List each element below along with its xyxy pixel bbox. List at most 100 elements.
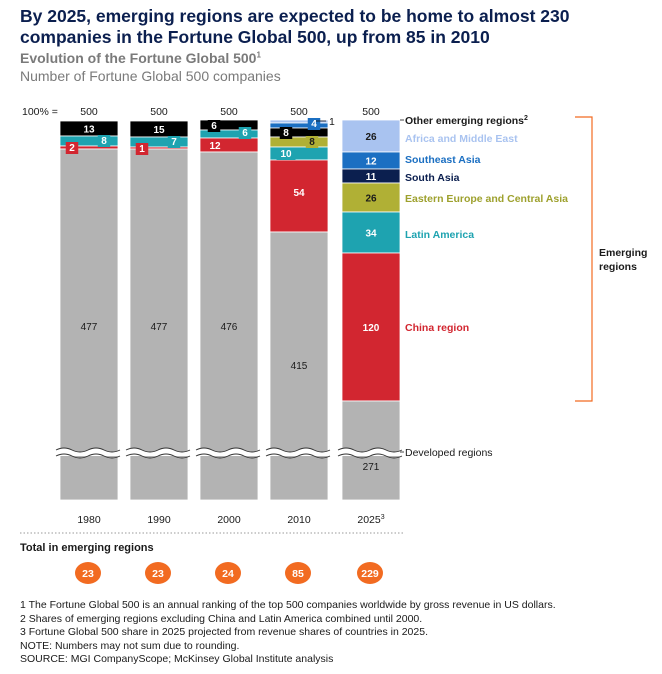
- value-label-1980-1: 2: [69, 143, 75, 154]
- category-sup-2025: 3: [381, 514, 385, 521]
- value-label-2010-2: 10: [280, 149, 292, 160]
- emerging-total-value-2010: 85: [292, 568, 304, 580]
- value-label-2025-0: 271: [363, 462, 380, 473]
- bracket-label-line-2: regions: [599, 261, 637, 273]
- chart-subtitle: Evolution of the Fortune Global 5001: [20, 50, 261, 66]
- value-label-1990-1: 1: [139, 144, 145, 155]
- value-badge-2000-2: [238, 127, 252, 139]
- series-label-1: China region: [405, 322, 469, 334]
- stacked-bar-chart: 100% = 5001382477198023500157147719902350…: [20, 106, 647, 584]
- value-label-2025-5: 12: [365, 157, 377, 168]
- axis-break-line-bottom-2010: [265, 453, 331, 459]
- series-label-4: South Asia: [405, 172, 460, 184]
- emerging-totals-title: Total in emerging regions: [20, 542, 154, 554]
- value-label-2000-7: 6: [211, 121, 217, 132]
- footnote-note: NOTE: Numbers may not sum due to roundin…: [20, 639, 240, 652]
- series-label-5: Southeast Asia: [405, 154, 481, 166]
- bar-segment-2010-3: [269, 136, 329, 148]
- footnote-source: SOURCE: MGI CompanyScope; McKinsey Globa…: [20, 653, 334, 666]
- series-label-3: Eastern Europe and Central Asia: [405, 193, 568, 205]
- value-label-2025-1: 120: [363, 323, 380, 334]
- axis-break-line-bottom-2025: [337, 453, 403, 459]
- value-badge-2010-7: [279, 127, 293, 139]
- value-badge-1980-2: [97, 135, 111, 147]
- emerging-bracket: [575, 116, 593, 402]
- emerging-total-value-1990: 23: [152, 568, 164, 580]
- series-label-0: Developed regions: [405, 447, 493, 459]
- value-label-2025-4: 11: [366, 172, 377, 183]
- footnote-3: 3 Fortune Global 500 share in 2025 proje…: [20, 626, 428, 639]
- category-label-2000: 2000: [217, 514, 241, 526]
- bar-segment-2010-1: [269, 159, 329, 233]
- value-label-1990-7: 15: [153, 125, 165, 136]
- value-label-1980-7: 13: [83, 125, 95, 136]
- footnote-2: 2 Shares of emerging regions excluding C…: [20, 612, 423, 625]
- emerging-total-circle-1980: [75, 562, 101, 584]
- value-label-2010-0: 415: [291, 361, 308, 372]
- axis-break-line-top-1980: [55, 447, 121, 453]
- emerging-total-circle-1990: [145, 562, 171, 584]
- bar-total-1990: 500: [150, 106, 168, 118]
- value-badge-2010-2: [276, 148, 296, 160]
- value-badge-1990-2: [167, 136, 181, 148]
- emerging-total-value-2000: 24: [222, 568, 234, 580]
- hundred-percent-label: 100% =: [22, 106, 58, 118]
- axis-break-line-bottom-1990: [125, 453, 191, 459]
- axis-break-gap-1980: [56, 448, 122, 456]
- bar-segment-2025-1: [341, 252, 401, 402]
- value-label-1990-0: 477: [151, 322, 168, 333]
- value-badge-2010-3: [305, 136, 319, 148]
- footnotes: 1 The Fortune Global 500 is an annual ra…: [20, 599, 556, 667]
- value-badge-2000-7: [207, 120, 221, 132]
- category-label-2025: 20253: [357, 514, 384, 526]
- bar-total-2010: 500: [290, 106, 308, 118]
- footnote-1: 1 The Fortune Global 500 is an annual ra…: [20, 599, 556, 611]
- value-label-1990-2: 7: [171, 137, 177, 148]
- bracket-label-line-1: Emerging: [599, 247, 647, 259]
- bar-total-2025: 500: [362, 106, 380, 118]
- value-label-2010-7: 8: [283, 128, 289, 139]
- value-label-2025-3: 26: [365, 194, 377, 205]
- series-label-2: Latin America: [405, 229, 474, 241]
- category-label-2010: 2010: [287, 514, 311, 526]
- emerging-total-value-1980: 23: [82, 568, 94, 580]
- value-label-2010-5: 4: [311, 119, 317, 130]
- axis-break-gap-2010: [266, 448, 332, 456]
- chart-title: By 2025, emerging regions are expected t…: [20, 6, 570, 47]
- series-label-sup-7: 2: [524, 115, 528, 122]
- category-label-1990: 1990: [147, 514, 171, 526]
- bar-segment-2025-3: [341, 182, 401, 213]
- value-label-2010-1: 54: [293, 188, 305, 199]
- value-label-2010-3: 8: [309, 137, 315, 148]
- emerging-total-value-2025: 229: [361, 568, 379, 580]
- value-label-2000-0: 476: [221, 322, 238, 333]
- axis-break-gap-1990: [126, 448, 192, 456]
- axis-break-line-bottom-1980: [55, 453, 121, 459]
- bar-segment-1980-0: [59, 148, 119, 501]
- category-label-1980: 1980: [77, 514, 101, 526]
- chart-unit-label: Number of Fortune Global 500 companies: [20, 68, 281, 84]
- bar-segment-2000-0: [199, 151, 259, 501]
- axis-break-gap-2025: [338, 448, 404, 456]
- bar-total-1980: 500: [80, 106, 98, 118]
- value-label-1980-0: 477: [81, 322, 98, 333]
- value-label-1980-2: 8: [101, 136, 107, 147]
- bar-total-2000: 500: [220, 106, 238, 118]
- value-badge-1980-1: [65, 142, 79, 154]
- axis-break-line-top-2025: [337, 447, 403, 453]
- value-label-2025-6: 26: [365, 132, 377, 143]
- value-label-2000-2: 6: [242, 128, 248, 139]
- value-label-2025-2: 34: [365, 229, 377, 240]
- axis-break-line-top-2010: [265, 447, 331, 453]
- emerging-total-circle-2010: [285, 562, 311, 584]
- bar-segment-1990-0: [129, 148, 189, 501]
- emerging-total-circle-2025: [357, 562, 383, 584]
- axis-break-gap-2000: [196, 448, 262, 456]
- series-label-6: Africa and Middle East: [405, 133, 518, 145]
- series-label-7: Other emerging regions2: [405, 115, 528, 127]
- value-label-2000-1: 12: [209, 141, 221, 152]
- emerging-total-circle-2000: [215, 562, 241, 584]
- callout-value-2010-africa: 1: [329, 116, 335, 128]
- bar-segment-2025-2: [341, 211, 401, 254]
- axis-break-line-top-1990: [125, 447, 191, 453]
